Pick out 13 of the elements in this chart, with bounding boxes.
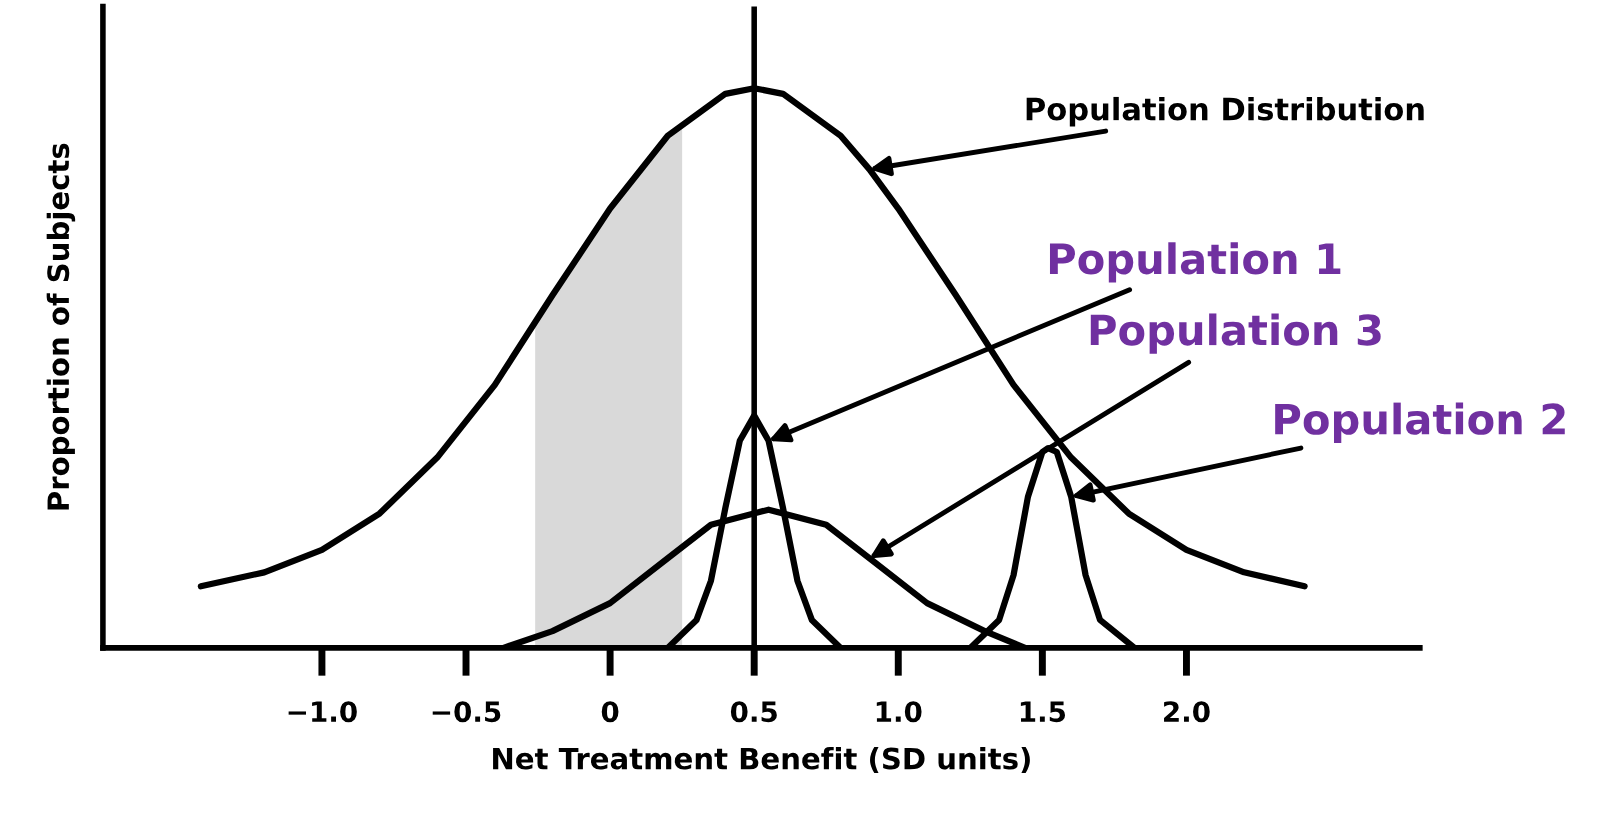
y-axis-title: Proportion of Subjects	[46, 143, 76, 510]
x-axis-title: Net Treatment Benefit (SD units)	[493, 746, 1030, 773]
x-tick-label: −0.5	[432, 701, 501, 723]
annotation: Population 2	[1275, 402, 1565, 443]
x-tick-label: 1.5	[1020, 701, 1066, 723]
x-tick-label: −1.0	[288, 701, 357, 723]
x-tick-label: 1.0	[876, 701, 922, 723]
x-tick-label: 0.5	[730, 701, 777, 723]
x-tick-label: 0	[601, 701, 619, 723]
annotation: Population Distribution	[1026, 96, 1424, 127]
x-tick-label: 2.0	[1164, 701, 1210, 723]
annotation: Population 1	[1049, 242, 1341, 283]
annotation: Population 3	[1090, 313, 1381, 354]
